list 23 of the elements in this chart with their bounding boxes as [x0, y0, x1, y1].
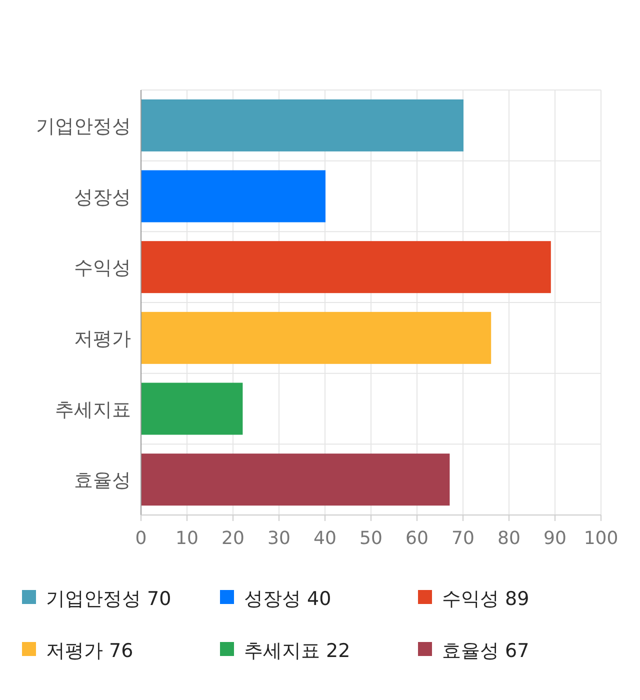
x-tick-label: 50 [360, 528, 382, 549]
legend-label: 효율성 67 [442, 640, 530, 662]
x-tick-label: 60 [406, 528, 428, 549]
y-tick-label: 효율성 [74, 470, 131, 492]
legend-label: 기업안정성 70 [46, 588, 172, 610]
legend-label: 저평가 76 [46, 640, 134, 662]
y-tick-label: 저평가 [74, 328, 131, 350]
y-tick-label: 기업안정성 [36, 115, 131, 138]
x-tick-label: 90 [544, 528, 566, 549]
y-tick-label: 추세지표 [55, 398, 131, 421]
x-tick-label: 10 [176, 528, 198, 549]
x-tick-label: 0 [135, 528, 147, 549]
x-tick-label: 80 [498, 528, 520, 549]
y-tick-label: 수익성 [74, 257, 131, 280]
x-tick-label: 100 [584, 528, 618, 549]
y-tick-label: 성장성 [74, 186, 131, 208]
legend-label: 성장성 40 [244, 588, 332, 610]
x-tick-label: 30 [268, 528, 290, 549]
legend-label: 추세지표 22 [244, 640, 350, 662]
x-tick-label: 40 [314, 528, 336, 549]
x-tick-label: 70 [452, 528, 474, 549]
x-tick-label: 20 [222, 528, 244, 549]
legend-label: 수익성 89 [442, 588, 530, 610]
